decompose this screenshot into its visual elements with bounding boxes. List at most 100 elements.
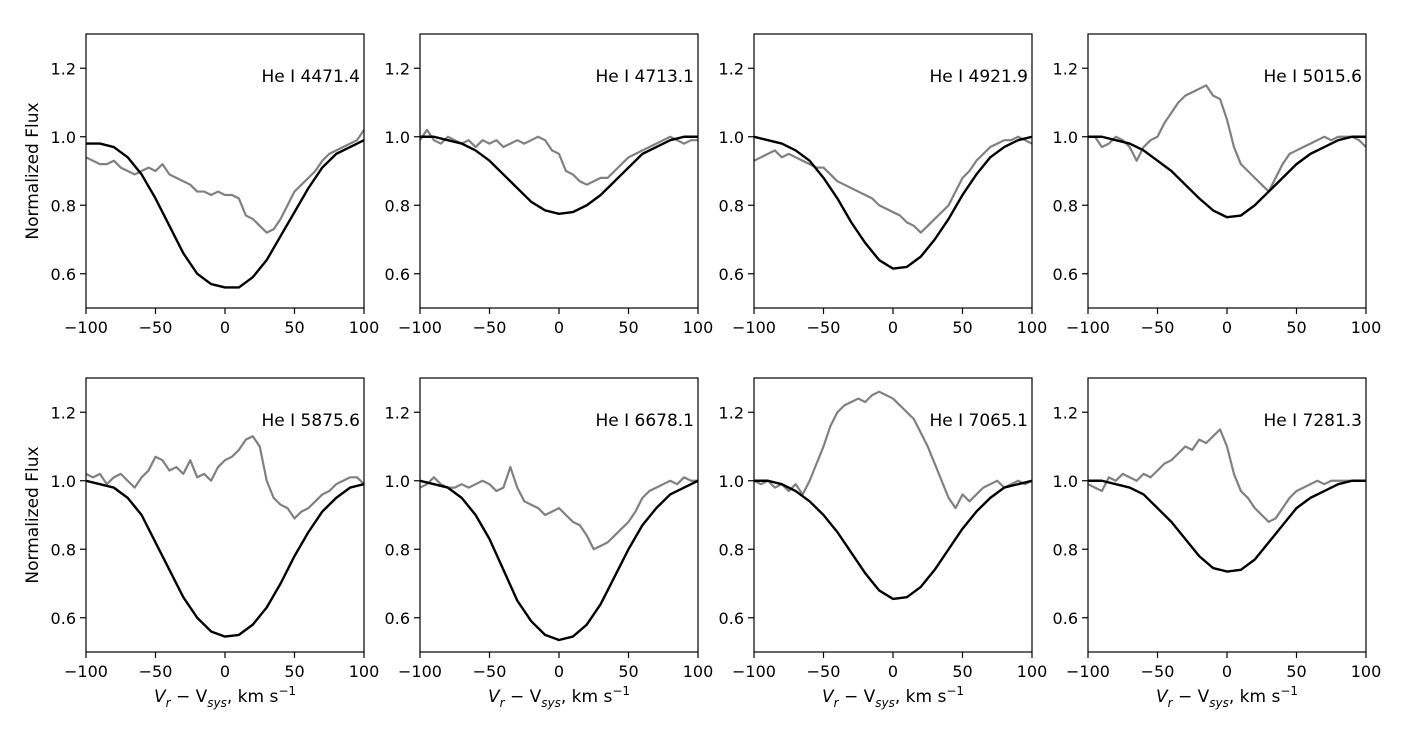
x-tick-label: −100: [1066, 318, 1110, 337]
y-tick-label: 1.2: [51, 403, 76, 422]
y-tick-label: 0.8: [1053, 540, 1078, 559]
y-tick-label: 1.2: [51, 59, 76, 78]
y-tick-label: 1.2: [1053, 59, 1078, 78]
panel-3: −100 −50 0 50 100 0.6 0.8 1.0 1.2 He I 4921.9: [719, 33, 1048, 337]
y-tick-label: 0.6: [1053, 609, 1078, 628]
x-tick-label: 0: [888, 662, 898, 681]
x-tick-label: −50: [1141, 662, 1175, 681]
x-tick-label: 50: [618, 662, 638, 681]
x-tick-label: −100: [398, 318, 442, 337]
model-profile-line: [86, 139, 364, 289]
x-tick-label: 0: [888, 318, 898, 337]
y-tick-label: 1.0: [385, 472, 410, 491]
x-tick-label: 50: [284, 318, 304, 337]
x-tick-label: −50: [139, 662, 173, 681]
observed-spectrum-line: [754, 135, 1032, 234]
observed-spectrum-line: [1088, 84, 1366, 193]
y-tick-label: 0.8: [719, 540, 744, 559]
x-tick-label: −50: [473, 318, 507, 337]
model-profile-line: [420, 479, 698, 642]
x-tick-label: −100: [64, 662, 108, 681]
x-tick-label: −100: [398, 662, 442, 681]
panel-line-label: He I 4921.9: [929, 67, 1028, 87]
observed-spectrum-line: [420, 465, 698, 551]
x-tick-label: 100: [1017, 318, 1048, 337]
x-axis-label: Vr − Vsys, km s−1: [822, 684, 964, 710]
y-tick-label: 1.2: [719, 403, 744, 422]
panel-line-label: He I 4471.4: [261, 67, 360, 87]
x-tick-label: −100: [732, 318, 776, 337]
x-axis-label: Vr − Vsys, km s−1: [154, 684, 296, 710]
x-tick-label: 0: [554, 662, 564, 681]
panel-line-label: He I 7065.1: [929, 411, 1028, 431]
y-tick-label: 0.8: [51, 540, 76, 559]
x-tick-label: 50: [1286, 318, 1306, 337]
y-tick-label: 1.0: [719, 128, 744, 147]
panel-5: −100 −50 0 50 100 0.6 0.8 1.0 1.2 He I 5875.6 Norm…: [23, 377, 380, 710]
panel-1: −100 −50 0 50 100 0.6 0.8 1.0 1.2 He I 4471.4 Norm…: [23, 33, 380, 337]
x-tick-label: −50: [473, 662, 507, 681]
y-axis-label: Normalized Flux: [23, 446, 43, 583]
y-tick-label: 1.0: [1053, 128, 1078, 147]
panel-line-label: He I 6678.1: [595, 411, 694, 431]
panel-4: −100 −50 0 50 100 0.6 0.8 1.0 1.2 He I 5015.6: [1053, 33, 1382, 337]
y-tick-label: 0.8: [719, 196, 744, 215]
y-tick-label: 0.6: [719, 609, 744, 628]
y-tick-label: 0.6: [719, 265, 744, 284]
panel-7: −100 −50 0 50 100 0.6 0.8 1.0 1.2 He I 7065.1 Vr −…: [719, 377, 1048, 710]
x-tick-label: 50: [284, 662, 304, 681]
y-tick-label: 1.0: [51, 128, 76, 147]
x-tick-label: −50: [1141, 318, 1175, 337]
x-tick-label: −100: [732, 662, 776, 681]
x-tick-label: −50: [139, 318, 173, 337]
x-tick-label: 100: [1017, 662, 1048, 681]
y-tick-label: 0.6: [385, 265, 410, 284]
x-tick-label: 100: [1351, 662, 1382, 681]
y-tick-label: 0.8: [385, 540, 410, 559]
x-axis-label: Vr − Vsys, km s−1: [1156, 684, 1298, 710]
y-axis-label: Normalized Flux: [23, 102, 43, 239]
x-tick-label: 100: [349, 662, 380, 681]
observed-spectrum-line: [420, 128, 698, 186]
x-tick-label: 50: [952, 662, 972, 681]
y-tick-label: 0.8: [51, 196, 76, 215]
observed-spectrum-line: [1088, 428, 1366, 523]
x-tick-label: −100: [1066, 662, 1110, 681]
panel-8: −100 −50 0 50 100 0.6 0.8 1.0 1.2 He I 7281.3 Vr −…: [1053, 377, 1382, 710]
model-profile-line: [86, 479, 364, 638]
y-tick-label: 1.2: [385, 403, 410, 422]
x-tick-label: 50: [618, 318, 638, 337]
x-axis-label: Vr − Vsys, km s−1: [488, 684, 630, 710]
panel-line-label: He I 5875.6: [261, 411, 360, 431]
model-profile-line: [754, 135, 1032, 270]
x-tick-label: 50: [952, 318, 972, 337]
y-tick-label: 1.2: [1053, 403, 1078, 422]
model-profile-line: [1088, 479, 1366, 573]
y-tick-label: 1.2: [385, 59, 410, 78]
x-tick-label: −100: [64, 318, 108, 337]
x-tick-label: −50: [807, 318, 841, 337]
y-tick-label: 0.6: [51, 609, 76, 628]
observed-spectrum-line: [86, 129, 364, 234]
panel-2: −100 −50 0 50 100 0.6 0.8 1.0 1.2 He I 4713.1: [385, 33, 713, 337]
y-tick-label: 1.0: [51, 472, 76, 491]
x-tick-label: 100: [1351, 318, 1382, 337]
x-tick-label: 0: [554, 318, 564, 337]
x-tick-label: 100: [349, 318, 380, 337]
observed-spectrum-line: [86, 435, 364, 520]
x-tick-label: 0: [1222, 662, 1232, 681]
x-tick-label: 50: [1286, 662, 1306, 681]
panel-line-label: He I 7281.3: [1263, 411, 1362, 431]
x-tick-label: 100: [683, 662, 714, 681]
y-tick-label: 1.2: [719, 59, 744, 78]
y-tick-label: 0.6: [385, 609, 410, 628]
x-tick-label: 0: [1222, 318, 1232, 337]
y-tick-label: 0.6: [1053, 265, 1078, 284]
y-tick-label: 1.0: [385, 128, 410, 147]
y-tick-label: 0.8: [385, 196, 410, 215]
y-tick-label: 1.0: [719, 472, 744, 491]
y-tick-label: 1.0: [1053, 472, 1078, 491]
panel-6: −100 −50 0 50 100 0.6 0.8 1.0 1.2 He I 6678.1 Vr −…: [385, 377, 714, 710]
x-tick-label: 0: [220, 318, 230, 337]
